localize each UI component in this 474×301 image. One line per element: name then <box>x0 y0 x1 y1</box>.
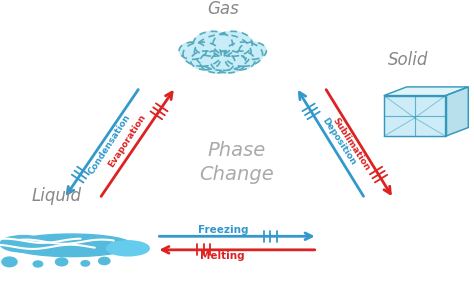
Polygon shape <box>384 87 468 96</box>
Polygon shape <box>384 96 446 136</box>
Circle shape <box>179 42 206 59</box>
Polygon shape <box>446 87 468 136</box>
Ellipse shape <box>107 241 149 256</box>
Text: Freezing: Freezing <box>198 225 248 235</box>
Ellipse shape <box>0 235 47 252</box>
Text: Phase
Change: Phase Change <box>200 141 274 184</box>
Circle shape <box>55 258 68 266</box>
Text: Melting: Melting <box>201 251 245 262</box>
Circle shape <box>200 51 235 73</box>
Circle shape <box>224 42 263 66</box>
Circle shape <box>239 42 266 59</box>
Text: Evaporation: Evaporation <box>106 113 147 169</box>
Text: Deposition: Deposition <box>319 116 357 167</box>
Ellipse shape <box>9 234 133 256</box>
Circle shape <box>226 51 255 70</box>
Circle shape <box>211 51 246 73</box>
Text: Condensation: Condensation <box>87 113 132 176</box>
Text: Solid: Solid <box>387 51 428 69</box>
Text: Gas: Gas <box>207 0 238 18</box>
Circle shape <box>194 34 251 70</box>
Circle shape <box>2 257 17 267</box>
Circle shape <box>183 42 221 66</box>
Text: Sublimation: Sublimation <box>331 116 372 173</box>
Circle shape <box>193 31 233 56</box>
Circle shape <box>99 257 110 265</box>
Circle shape <box>191 51 220 70</box>
Text: Liquid: Liquid <box>32 187 82 205</box>
Circle shape <box>213 31 252 56</box>
Circle shape <box>81 261 90 266</box>
Circle shape <box>33 261 43 267</box>
